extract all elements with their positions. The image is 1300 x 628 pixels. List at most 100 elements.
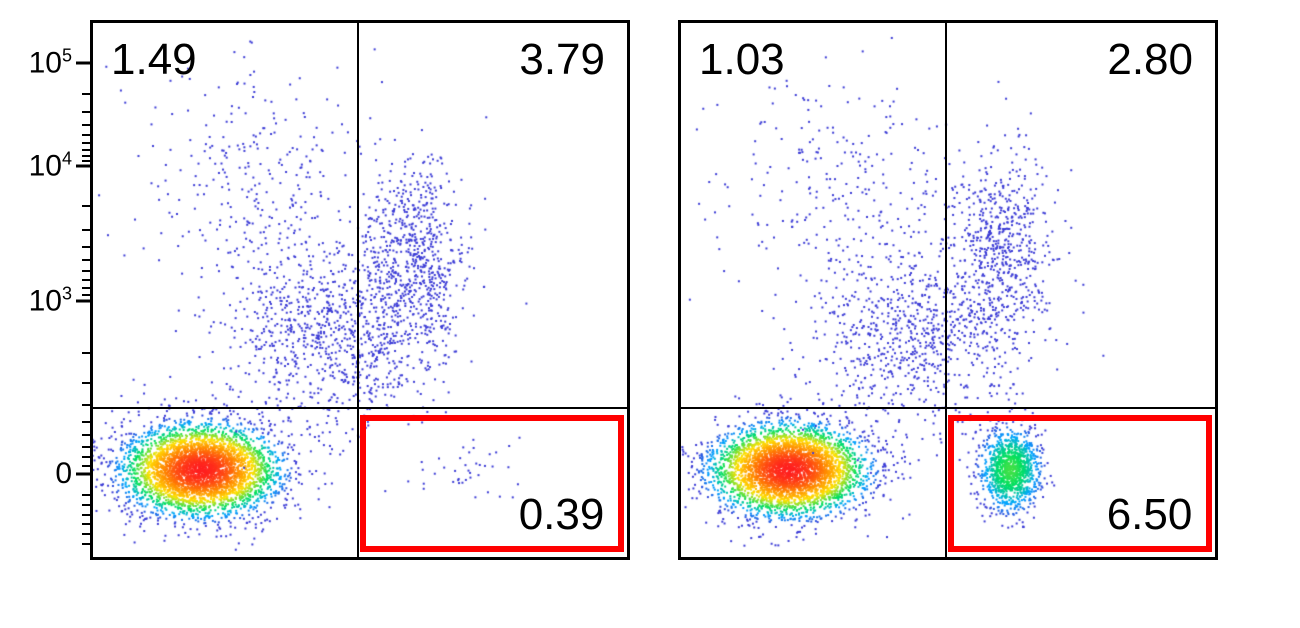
y-minor-tick [82,205,90,207]
y-tick-label: 104 [29,148,72,183]
x-minor-tick [954,557,955,560]
x-minor-tick [242,557,243,560]
x-minor-tick [1038,557,1039,560]
x-minor-tick [293,557,294,560]
x-major-tick [136,557,138,560]
y-major-tick [76,164,90,167]
x-minor-tick [1015,557,1016,560]
x-minor-tick [235,557,236,560]
x-minor-tick [514,557,515,560]
y-minor-tick [82,160,90,162]
x-minor-tick [491,557,492,560]
gate-box: 6.50 [948,415,1212,551]
x-major-tick [975,557,977,560]
x-minor-tick [823,557,824,560]
quadrant-line-horizontal [93,407,627,409]
x-minor-tick [815,557,816,560]
y-minor-tick [82,142,90,144]
x-major-tick [1108,557,1110,560]
y-tick-label: 105 [29,46,72,81]
x-minor-tick [357,557,358,560]
x-minor-tick [218,557,219,560]
y-minor-tick [82,465,90,467]
x-minor-tick [248,557,249,560]
y-axis: 1051041030 [0,20,90,560]
y-major-tick [76,472,90,475]
x-minor-tick [206,557,207,560]
x-minor-tick [500,557,501,560]
quadrant-label-q4: 0.39 [519,490,605,540]
x-minor-tick [1102,557,1103,560]
x-minor-tick [969,557,970,560]
x-minor-tick [794,557,795,560]
y-minor-tick [82,270,90,272]
x-minor-tick [1088,557,1089,560]
y-minor-tick [82,279,90,281]
y-minor-tick [82,229,90,231]
scatter-panel-right: 1.03 2.80 6.50 [678,20,1218,560]
y-minor-tick [82,523,90,525]
x-minor-tick [192,557,193,560]
figure-root: 1051041030 1.49 3.79 0.39 1.03 2.80 6.50 [0,0,1300,628]
y-tick-label: 0 [55,457,72,491]
x-minor-tick [227,557,228,560]
quadrant-label-q2: 2.80 [1107,35,1193,85]
x-minor-tick [427,557,428,560]
x-minor-tick [836,557,837,560]
y-minor-tick [82,287,90,289]
x-minor-tick [945,557,946,560]
x-minor-tick [507,557,508,560]
x-minor-tick [830,557,831,560]
x-minor-tick [881,557,882,560]
y-minor-tick [82,543,90,545]
x-minor-tick [1055,557,1056,560]
quadrant-line-horizontal [681,407,1215,409]
y-major-tick [76,62,90,65]
y-minor-tick [82,434,90,436]
x-major-tick [841,557,843,560]
x-minor-tick [1068,557,1069,560]
x-minor-tick [467,557,468,560]
x-minor-tick [922,557,923,560]
y-minor-tick [82,533,90,535]
x-minor-tick [962,557,963,560]
x-axis-ticks-left [93,557,627,560]
panel-row: 1.49 3.79 0.39 1.03 2.80 6.50 [90,20,1218,560]
y-minor-tick [82,124,90,126]
x-minor-tick [366,557,367,560]
x-minor-tick [171,557,172,560]
y-minor-tick [82,134,90,136]
y-minor-tick [82,149,90,151]
x-minor-tick [450,557,451,560]
x-minor-tick [935,557,936,560]
y-minor-tick [82,446,90,448]
gate-box: 0.39 [360,415,624,551]
quadrant-label-q1: 1.49 [111,35,197,85]
quadrant-label-q4: 6.50 [1107,490,1193,540]
y-minor-tick [82,382,90,384]
x-minor-tick [334,557,335,560]
y-minor-tick [82,93,90,95]
y-minor-tick [82,294,90,296]
scatter-panel-left: 1.49 3.79 0.39 [90,20,630,560]
x-minor-tick [347,557,348,560]
x-major-tick [520,557,522,560]
x-minor-tick [806,557,807,560]
x-major-tick [387,557,389,560]
y-minor-tick [82,494,90,496]
x-axis-ticks-right [681,557,1215,560]
y-minor-tick [82,404,90,406]
y-minor-tick [82,352,90,354]
y-minor-tick [82,504,90,506]
x-minor-tick [1095,557,1096,560]
y-minor-tick [82,421,90,423]
x-minor-tick [1079,557,1080,560]
y-minor-tick [82,246,90,248]
y-minor-tick [82,456,90,458]
x-minor-tick [905,557,906,560]
x-minor-tick [317,557,318,560]
x-minor-tick [780,557,781,560]
x-minor-tick [480,557,481,560]
quadrant-label-q1: 1.03 [699,35,785,85]
y-minor-tick [82,155,90,157]
